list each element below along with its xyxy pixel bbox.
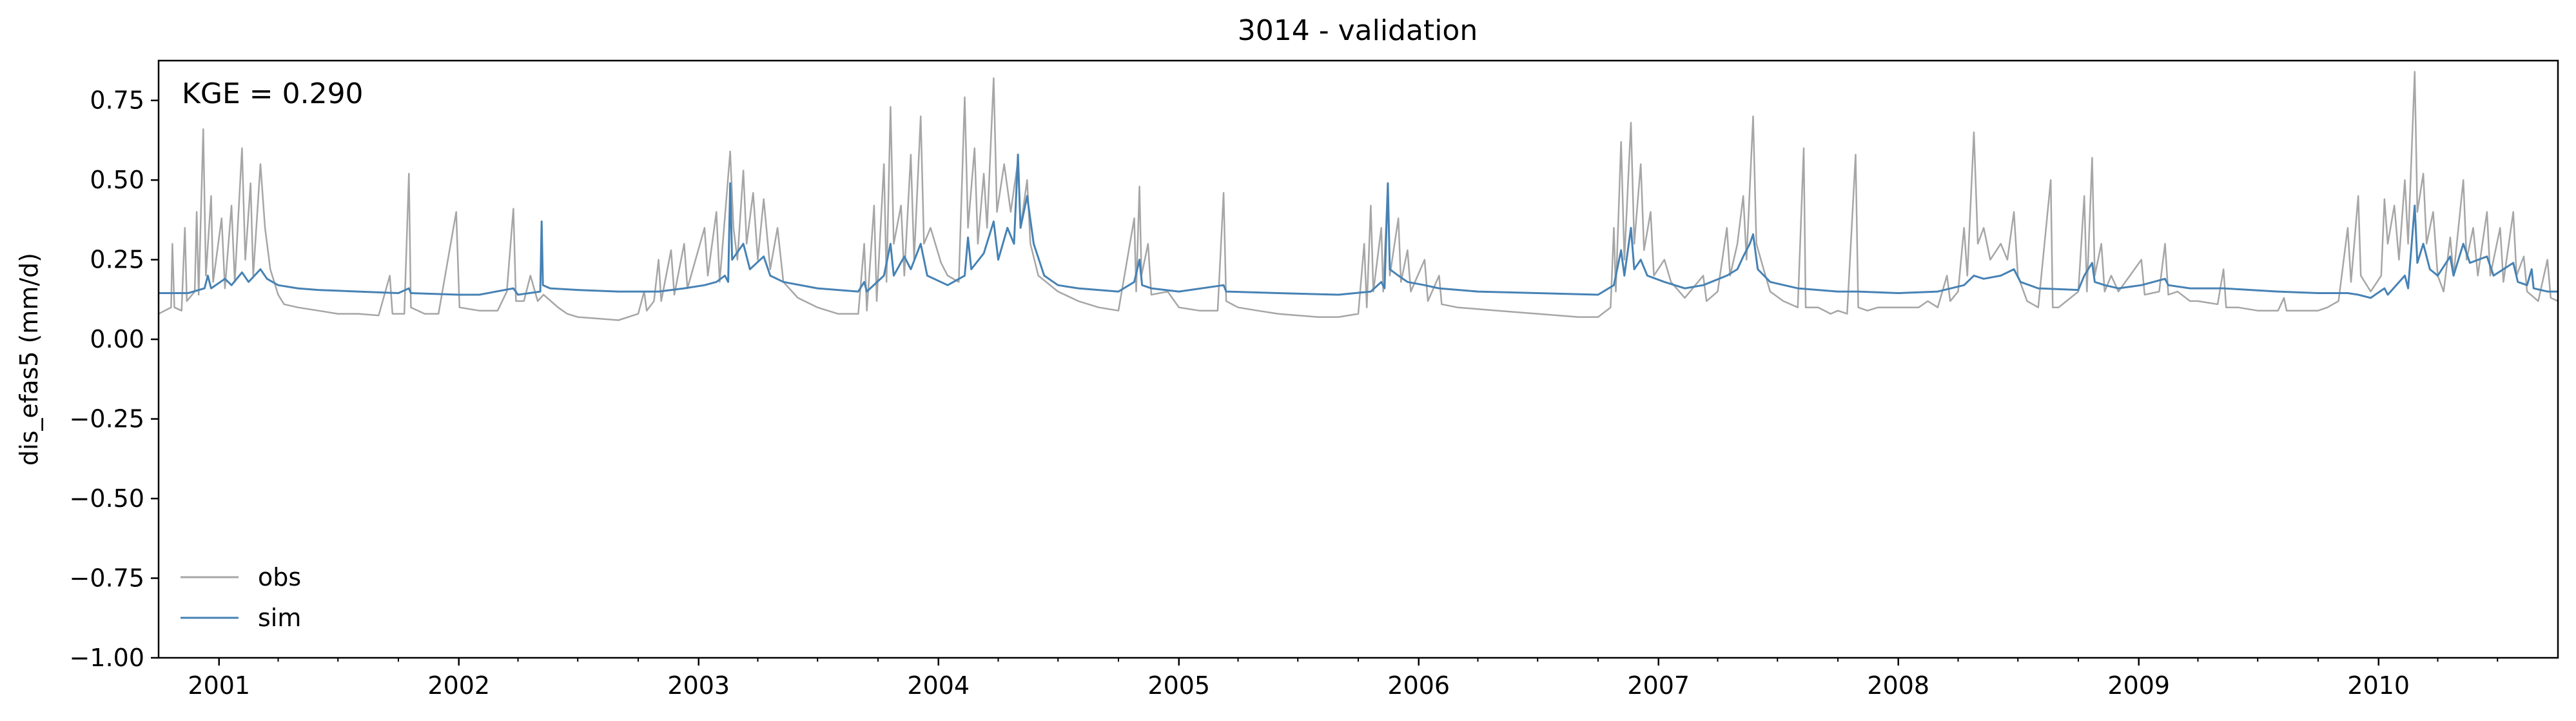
chart-title: 3014 - validation — [1238, 14, 1478, 47]
obs-series — [158, 71, 2559, 321]
x-tick-label: 2002 — [427, 671, 490, 700]
y-tick-label: −0.25 — [70, 405, 144, 433]
legend-sim-label: sim — [258, 604, 301, 632]
x-axis: 2001 2002 2003 2004 2005 2006 2007 2008 2009 2010 — [188, 658, 2499, 700]
x-tick-label: 2008 — [1867, 671, 1929, 700]
x-tick-label: 2001 — [188, 671, 250, 700]
y-tick-label: −0.75 — [70, 564, 144, 593]
y-axis: −1.00 −0.75 −0.50 −0.25 0.00 0.25 0.50 0.75 — [70, 86, 159, 672]
sim-line — [159, 153, 2558, 299]
y-tick-label: 0.25 — [90, 246, 144, 274]
x-tick-label: 2006 — [1387, 671, 1450, 700]
y-tick-label: −0.50 — [70, 484, 144, 513]
obs-line — [158, 71, 2559, 321]
x-tick-label: 2005 — [1147, 671, 1210, 700]
y-tick-label: 0.00 — [90, 325, 144, 353]
y-tick-label: 0.75 — [90, 86, 144, 115]
sim-series — [159, 153, 2558, 299]
x-tick-label: 2010 — [2347, 671, 2410, 700]
x-tick-label: 2003 — [667, 671, 730, 700]
x-tick-label: 2007 — [1627, 671, 1690, 700]
x-tick-label: 2009 — [2107, 671, 2170, 700]
legend: obs sim — [181, 563, 301, 632]
kge-annotation: KGE = 0.290 — [182, 77, 364, 110]
y-tick-label: −1.00 — [70, 644, 144, 672]
legend-obs-label: obs — [258, 563, 301, 591]
y-axis-label: dis_efas5 (mm/d) — [15, 253, 43, 466]
x-tick-label: 2004 — [907, 671, 970, 700]
y-tick-label: 0.50 — [90, 166, 144, 194]
